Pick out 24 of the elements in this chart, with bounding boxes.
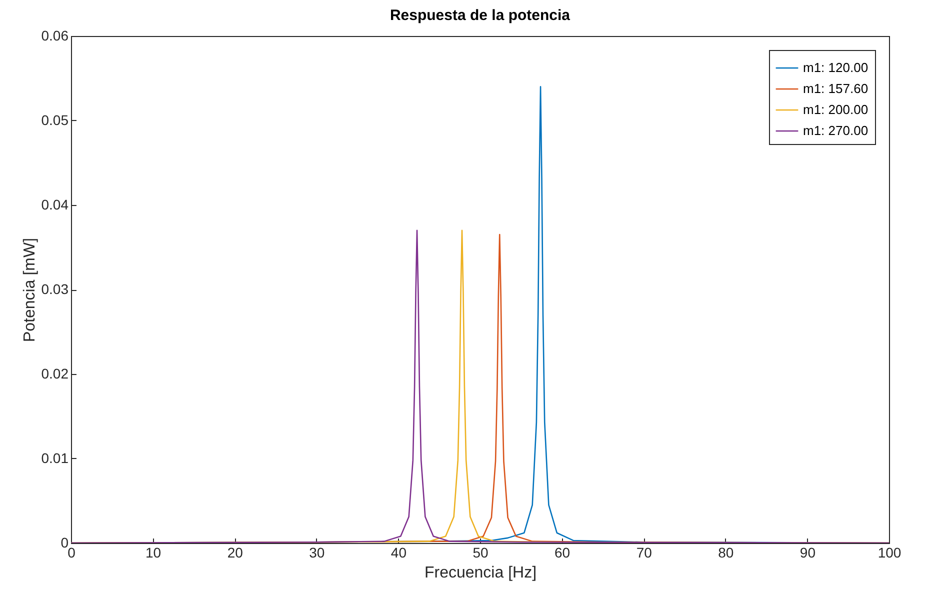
x-tick-label: 40 <box>390 544 407 560</box>
y-tick-label: 0 <box>60 534 69 550</box>
y-tick-label: 0.04 <box>41 196 69 212</box>
y-tick-label: 0.06 <box>41 28 69 44</box>
x-tick-label: 30 <box>309 544 325 560</box>
x-tick-label: 20 <box>227 544 244 560</box>
legend-label: m1: 157.60 <box>803 81 868 96</box>
legend-label: m1: 270.00 <box>803 123 868 138</box>
y-axis-title: Potencia [mW] <box>21 238 38 342</box>
y-tick-label: 0.03 <box>41 281 69 297</box>
x-tick-label: 100 <box>878 544 902 560</box>
x-tick-label: 10 <box>146 544 162 560</box>
legend-label: m1: 120.00 <box>803 60 868 75</box>
legend-label: m1: 200.00 <box>803 102 868 117</box>
chart-title: Respuesta de la potencia <box>390 7 571 24</box>
y-tick-label: 0.02 <box>41 366 69 382</box>
x-axis-title: Frecuencia [Hz] <box>424 564 537 582</box>
x-tick-label: 70 <box>636 544 652 560</box>
x-tick-label: 60 <box>554 544 570 560</box>
x-tick-label: 80 <box>718 544 734 560</box>
y-tick-label: 0.01 <box>41 450 69 466</box>
y-tick-label: 0.05 <box>41 112 69 128</box>
x-tick-label: 50 <box>472 544 488 560</box>
x-tick-label: 90 <box>800 544 816 560</box>
